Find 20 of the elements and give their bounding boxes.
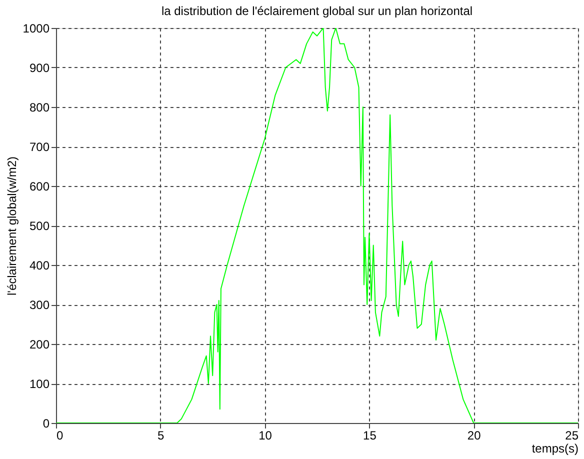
y-tick-label: 600 bbox=[29, 180, 50, 194]
y-tick-label: 200 bbox=[29, 338, 50, 352]
y-tick-label: 300 bbox=[29, 298, 50, 312]
y-tick-label: 800 bbox=[29, 100, 50, 114]
x-tick-label: 10 bbox=[258, 428, 272, 442]
y-tick-label: 0 bbox=[42, 416, 50, 430]
y-tick-label: 1000 bbox=[22, 22, 50, 36]
y-tick-label: 400 bbox=[29, 258, 50, 272]
y-tick-label: 700 bbox=[29, 140, 50, 154]
chart-title: la distribution de l'éclairement global sur un plan horizontal bbox=[161, 4, 473, 18]
x-tick-label: 5 bbox=[158, 428, 165, 442]
x-tick-label: 15 bbox=[363, 428, 377, 442]
x-tick-label: 0 bbox=[56, 428, 64, 442]
y-tick-label: 500 bbox=[29, 219, 50, 233]
y-tick-label: 100 bbox=[29, 377, 50, 391]
y-tick-label: 900 bbox=[29, 61, 50, 75]
x-axis-title: temps(s) bbox=[532, 442, 578, 456]
y-axis-title: l'éclairement global(w/m2) bbox=[4, 156, 19, 296]
x-tick-label: 25 bbox=[565, 428, 579, 442]
x-tick-label: 20 bbox=[467, 428, 482, 442]
